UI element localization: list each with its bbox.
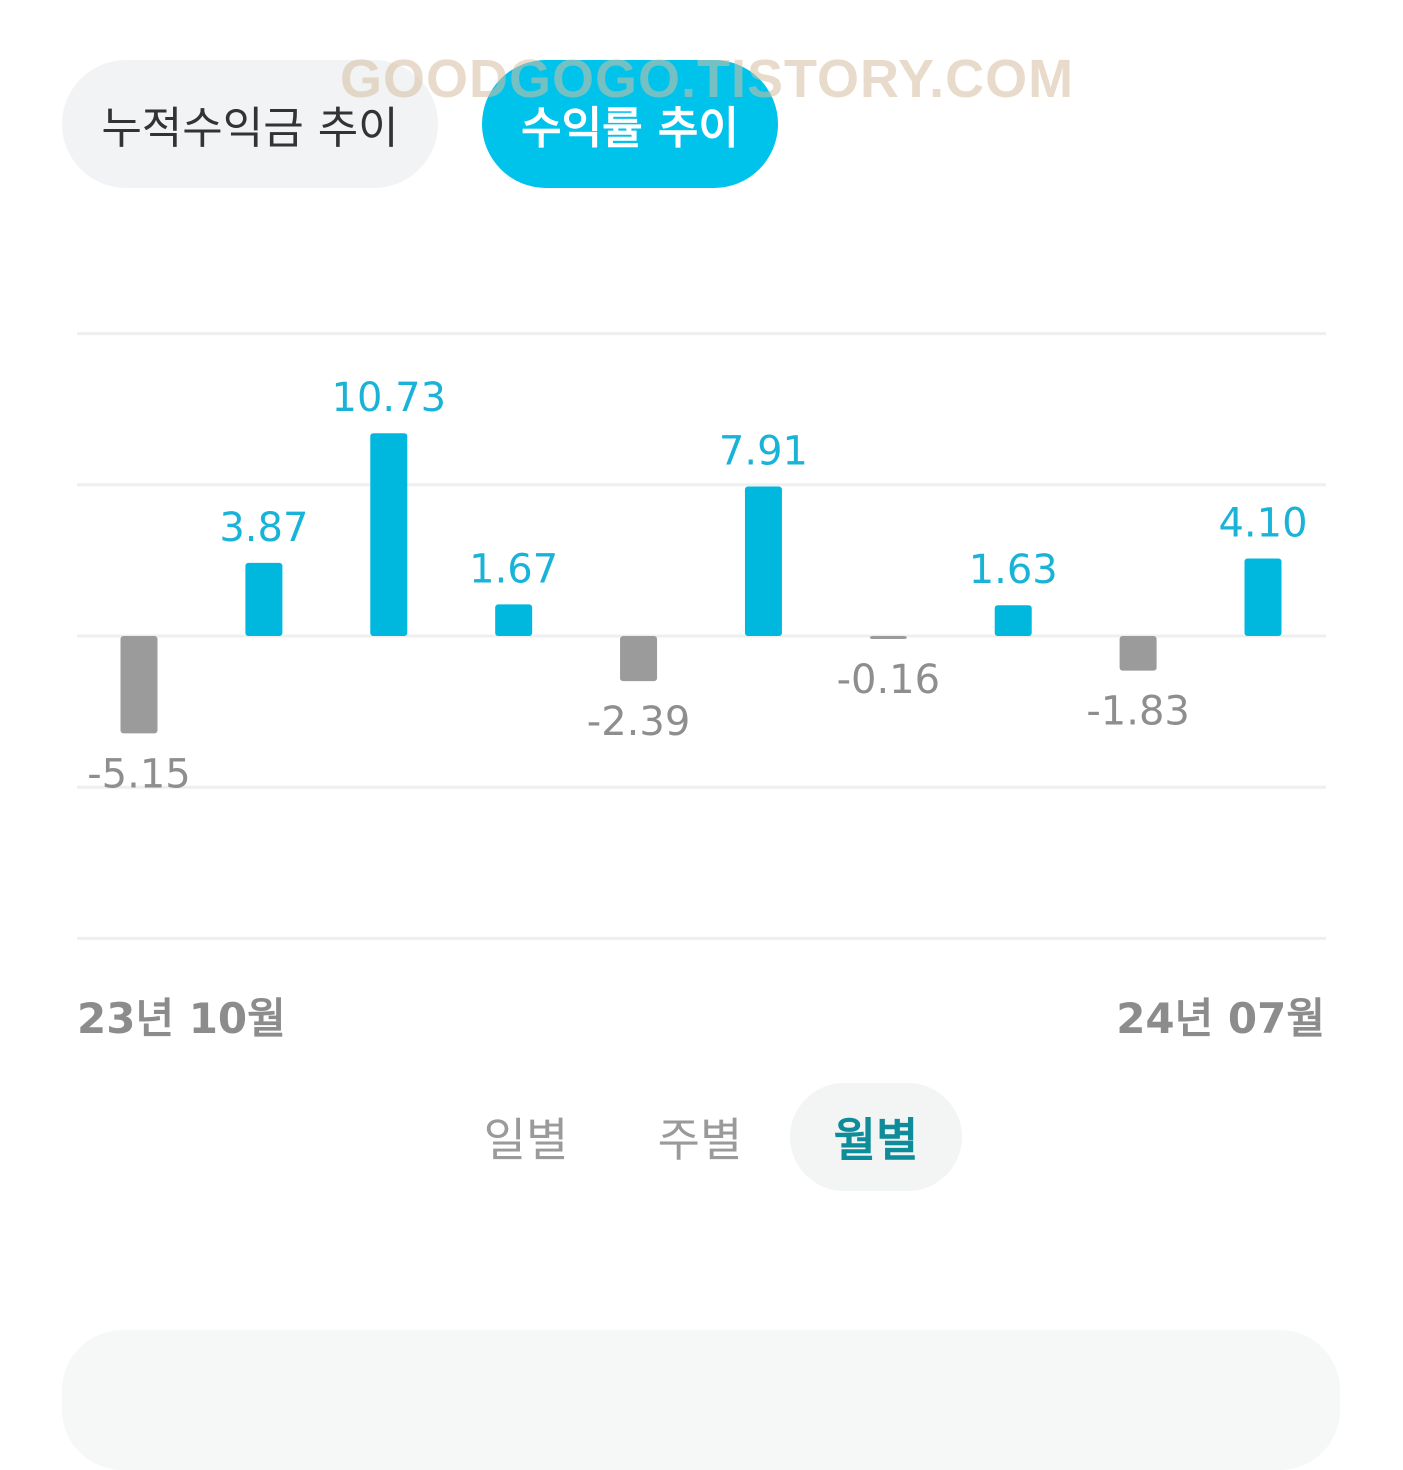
tab-return-rate[interactable]: 수익률 추이 — [482, 60, 778, 188]
bar-value-label: 3.87 — [219, 505, 308, 551]
bar-value-label: -1.83 — [1086, 689, 1190, 735]
period-monthly-label: 월별 — [833, 1113, 919, 1167]
bar-value-label: 4.10 — [1218, 501, 1307, 547]
bar[interactable] — [1119, 636, 1157, 671]
bar[interactable] — [495, 604, 533, 636]
period-weekly-label: 주별 — [657, 1113, 743, 1167]
bar[interactable] — [1244, 558, 1282, 636]
date-range-start: 23년 10월 — [77, 994, 286, 1043]
tab-cumulative-profit[interactable]: 누적수익금 추이 — [62, 60, 438, 188]
date-range-end: 24년 07월 — [1116, 994, 1325, 1043]
bar-value-label: -2.39 — [587, 699, 691, 745]
period-weekly-button[interactable]: 주별 — [614, 1083, 786, 1191]
bar-value-label: -5.15 — [87, 751, 191, 797]
bar-value-label: 1.67 — [469, 546, 558, 592]
period-daily-label: 일별 — [483, 1113, 569, 1167]
tab-return-rate-label: 수익률 추이 — [521, 103, 739, 154]
bar[interactable] — [120, 636, 158, 734]
watermark: GOODGOGO.TISTORY.COM — [340, 49, 1075, 109]
bar-value-label: 10.73 — [332, 375, 447, 421]
bar[interactable] — [744, 486, 782, 636]
bar[interactable] — [620, 636, 658, 682]
period-selector: 일별 주별 월별 — [0, 1083, 1403, 1191]
bar[interactable] — [994, 605, 1032, 636]
tab-cumulative-profit-label: 누적수익금 추이 — [101, 103, 399, 154]
period-daily-button[interactable]: 일별 — [440, 1083, 612, 1191]
summary-card — [62, 1330, 1340, 1470]
bar[interactable] — [370, 433, 408, 636]
bar[interactable] — [245, 562, 283, 636]
period-monthly-button[interactable]: 월별 — [790, 1083, 962, 1191]
bar[interactable] — [869, 636, 907, 640]
bar-value-label: -0.16 — [837, 657, 941, 703]
bar-value-label: 7.91 — [719, 429, 808, 475]
bar-value-label: 1.63 — [969, 547, 1058, 593]
return-rate-bar-chart: -5.15 3.87 10.73 1.67 -2.39 7.91 -0.16 1.63 -1.8… — [77, 332, 1326, 940]
